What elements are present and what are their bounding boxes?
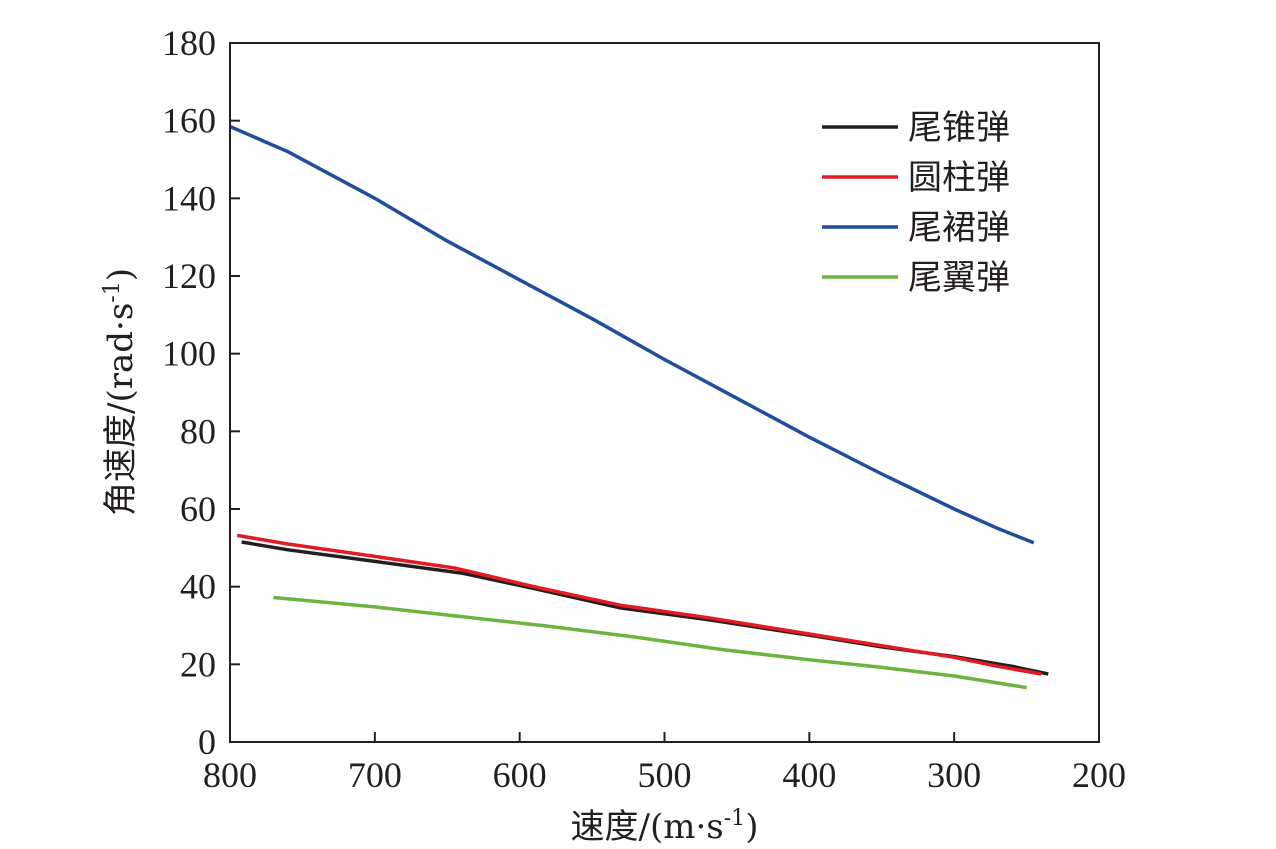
series-line-2	[236, 533, 1042, 676]
series-layer	[229, 124, 1049, 690]
legend-label-4: 尾翼弹	[908, 258, 1010, 298]
x-tick-label: 600	[493, 755, 547, 795]
tick-layer: 800 700 600 500 400 300 200 0 20 40 60 80 100 120 140 1…	[162, 23, 1126, 795]
legend-label-1: 尾锥弹	[908, 108, 1010, 148]
x-tick-label: 300	[927, 755, 981, 795]
legend-label-2: 圆柱弹	[908, 158, 1010, 198]
x-tick-label: 400	[782, 755, 836, 795]
x-axis-title: 速度/(m·s-1)	[571, 806, 759, 847]
y-tick-label: 160	[162, 101, 216, 141]
y-tick-label: 60	[180, 489, 216, 529]
y-tick-label: 80	[180, 411, 216, 451]
series-line-3	[229, 124, 1035, 545]
x-tick-label: 500	[638, 755, 692, 795]
y-tick-label: 140	[162, 178, 216, 218]
y-tick-label: 100	[162, 334, 216, 374]
y-tick-label: 120	[162, 256, 216, 296]
series-line-4	[273, 595, 1027, 690]
y-axis-title: 角速度/(rad·s-1)	[100, 268, 141, 516]
y-tick-label: 180	[162, 23, 216, 63]
y-tick-label: 40	[180, 567, 216, 607]
y-tick-label: 20	[180, 644, 216, 684]
x-tick-label: 800	[203, 755, 257, 795]
legend-label-3: 尾裙弹	[908, 208, 1010, 248]
y-tick-label: 0	[198, 722, 216, 762]
x-tick-label: 700	[348, 755, 402, 795]
x-tick-label: 200	[1072, 755, 1126, 795]
